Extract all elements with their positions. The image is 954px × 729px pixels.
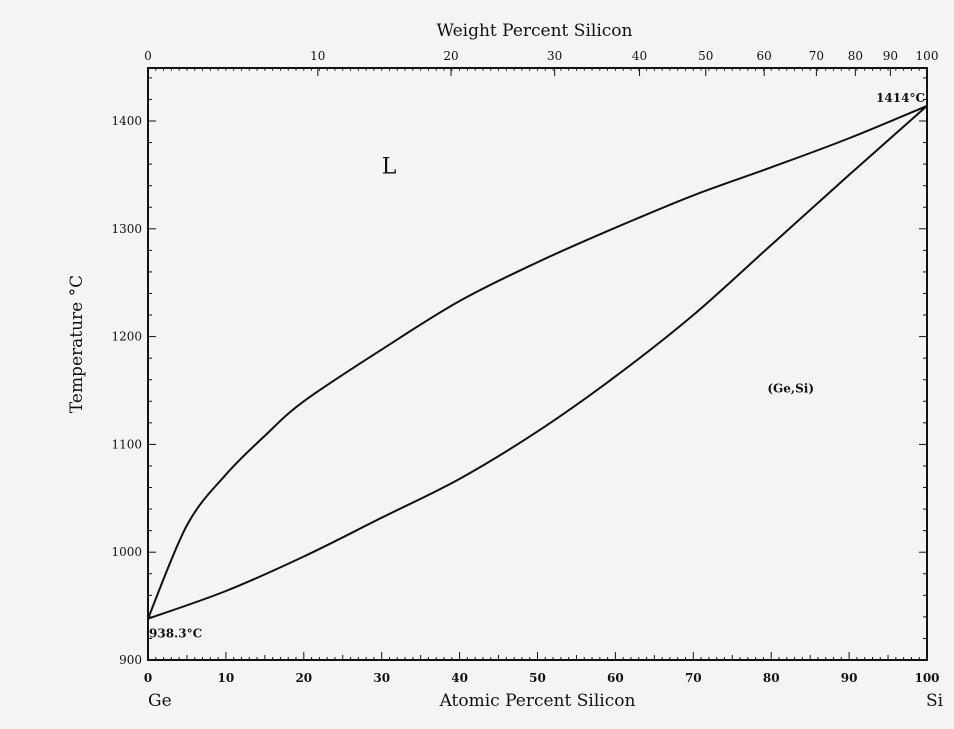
x-tick-label: 50	[529, 671, 546, 685]
x2-tick-label: 50	[698, 49, 713, 63]
x2-tick-label: 100	[916, 49, 939, 63]
solid-region-label: (Ge,Si)	[767, 382, 814, 396]
x-tick-label: 90	[841, 671, 858, 685]
x2-tick-label: 10	[310, 49, 325, 63]
y-tick-label: 900	[119, 653, 142, 667]
right-end-label: Si	[926, 691, 944, 711]
y-tick-label: 1100	[111, 437, 142, 451]
x-tick-label: 70	[685, 671, 702, 685]
y-tick-label: 1000	[111, 545, 142, 559]
x-tick-label: 40	[451, 671, 468, 685]
x-tick-label: 20	[295, 671, 312, 685]
x-tick-label: 80	[763, 671, 780, 685]
left-end-label: Ge	[148, 691, 172, 711]
liquidus-curve	[147, 104, 928, 620]
plot-frame	[147, 67, 928, 661]
solidus-curve	[147, 105, 928, 620]
ge-melting-point-label: 938.3°C	[149, 627, 202, 641]
x2-tick-label: 30	[547, 49, 562, 63]
y-axis-label: Temperature °C	[67, 275, 87, 413]
x2-axis-label: Weight Percent Silicon	[437, 21, 633, 41]
x-axis-label: Atomic Percent Silicon	[439, 691, 636, 711]
x-tick-label: 0	[144, 671, 152, 685]
x2-tick-label: 80	[848, 49, 863, 63]
y-tick-label: 1400	[111, 114, 142, 128]
x-tick-label: 100	[914, 671, 939, 685]
x2-tick-label: 0	[144, 49, 152, 63]
x2-tick-label: 20	[443, 49, 458, 63]
y-tick-label: 1300	[111, 222, 142, 236]
liquid-region-label: L	[382, 154, 397, 179]
x-tick-label: 10	[218, 671, 235, 685]
x2-tick-label: 60	[757, 49, 772, 63]
y-tick-label: 1200	[111, 330, 142, 344]
si-melting-point-label: 1414°C	[876, 91, 925, 105]
x2-tick-label: 70	[809, 49, 824, 63]
x-tick-label: 30	[373, 671, 390, 685]
x2-tick-label: 90	[883, 49, 898, 63]
x-tick-label: 60	[607, 671, 624, 685]
x2-tick-label: 40	[632, 49, 647, 63]
